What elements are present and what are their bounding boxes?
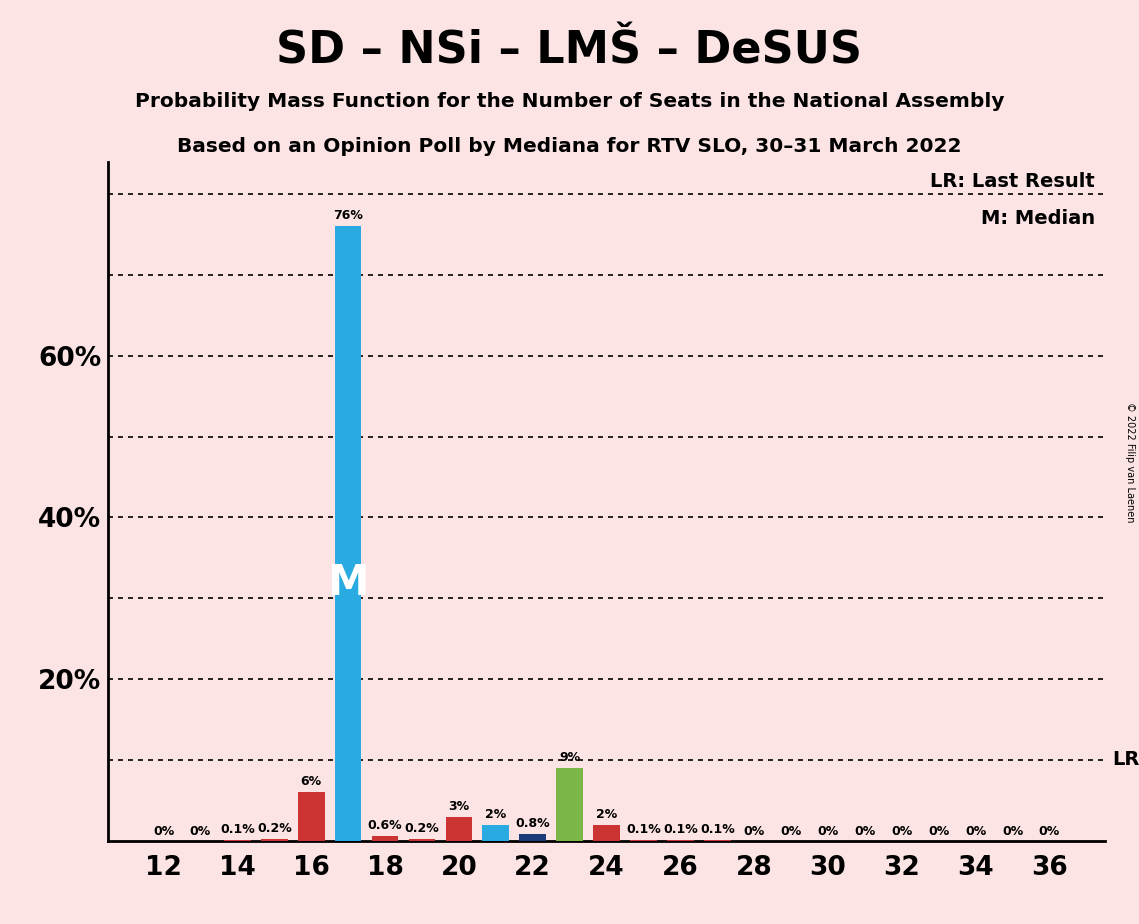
Text: 0%: 0% xyxy=(190,825,211,838)
Text: 0%: 0% xyxy=(153,825,174,838)
Text: 0%: 0% xyxy=(744,825,764,838)
Text: 0%: 0% xyxy=(780,825,802,838)
Text: 0%: 0% xyxy=(818,825,838,838)
Bar xyxy=(298,793,325,841)
Text: 0.1%: 0.1% xyxy=(220,823,255,836)
Text: 0.1%: 0.1% xyxy=(699,823,735,836)
Text: 0%: 0% xyxy=(965,825,986,838)
Text: 0%: 0% xyxy=(928,825,949,838)
Text: 2%: 2% xyxy=(596,808,617,821)
Text: 3%: 3% xyxy=(449,799,469,812)
Bar xyxy=(261,839,287,841)
Text: SD – NSi – LMŠ – DeSUS: SD – NSi – LMŠ – DeSUS xyxy=(277,30,862,73)
Text: 0%: 0% xyxy=(854,825,876,838)
Text: 0%: 0% xyxy=(1002,825,1023,838)
Text: 0.2%: 0.2% xyxy=(257,822,292,835)
Text: M: M xyxy=(327,562,369,603)
Bar xyxy=(593,824,620,841)
Text: LR: Last Result: LR: Last Result xyxy=(931,172,1095,191)
Text: 0.2%: 0.2% xyxy=(404,822,440,835)
Bar xyxy=(409,839,435,841)
Text: 76%: 76% xyxy=(334,210,363,223)
Text: 0.8%: 0.8% xyxy=(515,818,550,831)
Text: Probability Mass Function for the Number of Seats in the National Assembly: Probability Mass Function for the Number… xyxy=(134,92,1005,112)
Text: 9%: 9% xyxy=(559,751,580,764)
Bar xyxy=(371,836,399,841)
Bar xyxy=(519,834,546,841)
Text: LR: LR xyxy=(1112,750,1139,770)
Text: 0.1%: 0.1% xyxy=(626,823,661,836)
Text: M: Median: M: Median xyxy=(981,209,1095,228)
Text: Based on an Opinion Poll by Mediana for RTV SLO, 30–31 March 2022: Based on an Opinion Poll by Mediana for … xyxy=(178,137,961,156)
Bar xyxy=(445,817,473,841)
Text: © 2022 Filip van Laenen: © 2022 Filip van Laenen xyxy=(1125,402,1134,522)
Text: 2%: 2% xyxy=(485,808,507,821)
Text: 6%: 6% xyxy=(301,775,322,788)
Bar xyxy=(556,768,583,841)
Bar xyxy=(335,226,361,841)
Text: 0%: 0% xyxy=(1039,825,1060,838)
Bar xyxy=(483,824,509,841)
Text: 0.1%: 0.1% xyxy=(663,823,698,836)
Text: 0.6%: 0.6% xyxy=(368,819,402,832)
Text: 0%: 0% xyxy=(891,825,912,838)
